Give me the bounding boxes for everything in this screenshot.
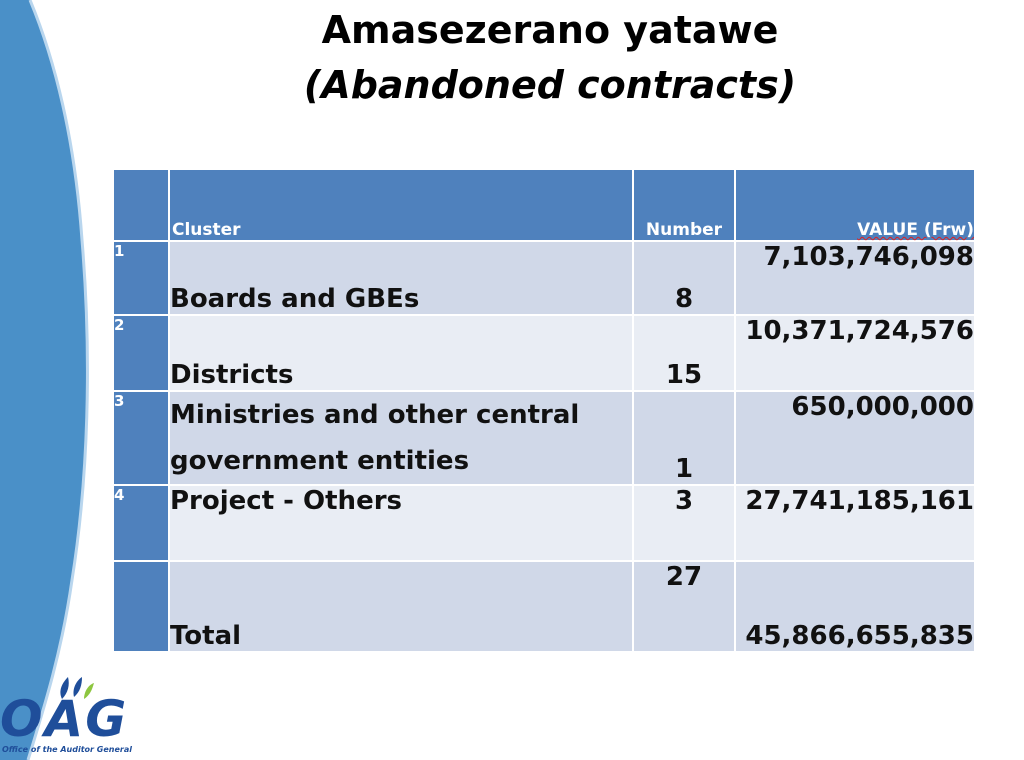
table-row: 3 Ministries and other central government… [112, 390, 976, 486]
total-row: Total 27 45,866,655,835 [112, 560, 976, 653]
abandoned-contracts-table: Cluster Number VALUE (Frw) 1 Boards and … [112, 168, 976, 653]
slide-title: Amasezerano yatawe [321, 8, 779, 52]
header-value: VALUE (Frw) [734, 168, 976, 242]
table-row: 4 Project - Others 3 27,741,185,161 [112, 484, 976, 562]
slide-subtitle: (Abandoned contracts) [303, 63, 797, 107]
row-number: 8 [632, 240, 736, 316]
table-row: 2 Districts 15 10,371,724,576 [112, 314, 976, 392]
row-value: 650,000,000 [734, 390, 976, 486]
oag-logo-text: OAG [0, 690, 129, 748]
header-value-label: VALUE (Frw) [857, 220, 974, 240]
row-cluster: Project - Others [168, 484, 634, 562]
table-header-row: Cluster Number VALUE (Frw) [112, 168, 976, 242]
header-number: Number [632, 168, 736, 242]
row-value: 27,741,185,161 [734, 484, 976, 562]
row-number: 15 [632, 314, 736, 392]
header-cluster: Cluster [168, 168, 634, 242]
oag-logo-drops-icon [60, 677, 94, 699]
row-index: 4 [112, 484, 170, 562]
row-value: 10,371,724,576 [734, 314, 976, 392]
row-number: 1 [632, 390, 736, 486]
decorative-side-shape [0, 0, 89, 760]
total-label: Total [168, 560, 634, 653]
row-cluster: Districts [168, 314, 634, 392]
row-index: 3 [112, 390, 170, 486]
row-index: 1 [112, 240, 170, 316]
row-cluster-line1: Ministries and other central [170, 400, 580, 430]
row-cluster-line2: government entities [170, 446, 470, 476]
row-index [112, 560, 170, 653]
row-index: 2 [112, 314, 170, 392]
row-cluster: Boards and GBEs [168, 240, 634, 316]
header-index [112, 168, 170, 242]
total-value: 45,866,655,835 [734, 560, 976, 653]
row-value: 7,103,746,098 [734, 240, 976, 316]
table-row: 1 Boards and GBEs 8 7,103,746,098 [112, 240, 976, 316]
row-number: 3 [632, 484, 736, 562]
oag-logo-tagline: Office of the Auditor General [2, 745, 132, 754]
total-number: 27 [632, 560, 736, 653]
row-cluster: Ministries and other central government e… [168, 390, 634, 486]
